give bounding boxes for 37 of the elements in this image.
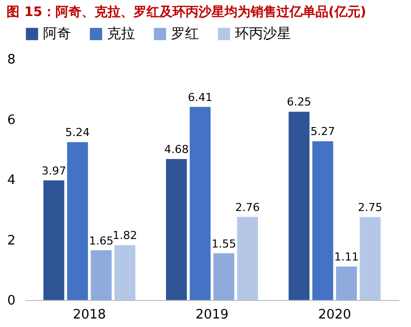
- data-label: 4.68: [164, 143, 189, 156]
- legend-label: 克拉: [107, 26, 135, 42]
- bar: [336, 266, 357, 300]
- y-tick-label: 8: [7, 52, 16, 68]
- bar: [288, 112, 310, 300]
- data-label: 5.27: [310, 125, 336, 138]
- data-label: 3.97: [42, 164, 66, 178]
- y-tick-label: 0: [7, 294, 16, 308]
- data-label: 5.24: [65, 126, 90, 140]
- data-label: 1.55: [212, 237, 236, 250]
- data-label: 2.75: [358, 201, 382, 214]
- bar: [312, 141, 334, 300]
- chart-title: 图 15：阿奇、克拉、罗红及环丙沙星均为销售过亿单品(亿元): [6, 4, 366, 20]
- data-label: 6.25: [286, 96, 312, 109]
- legend-label: 阿奇: [43, 26, 71, 42]
- legend-label: 罗红: [171, 26, 199, 42]
- y-tick-label: 4: [7, 173, 16, 188]
- y-tick-label: 2: [7, 233, 16, 248]
- bar: [114, 245, 136, 300]
- legend-label: 环丙沙星: [235, 26, 291, 42]
- bar: [90, 250, 112, 300]
- y-tick-label: 6: [7, 112, 16, 128]
- bar: [166, 159, 187, 300]
- bar: [213, 253, 234, 300]
- bar: [360, 217, 381, 300]
- data-label: 1.82: [112, 229, 138, 242]
- x-tick-label: 2018: [72, 308, 106, 322]
- data-label: 2.76: [235, 200, 260, 214]
- bar: [237, 216, 258, 300]
- data-label: 6.41: [188, 90, 212, 104]
- bar: [190, 106, 211, 300]
- bar: [43, 180, 64, 300]
- x-tick-label: 2019: [195, 308, 229, 322]
- bar: [67, 142, 88, 300]
- data-label: 1.65: [88, 234, 114, 248]
- x-tick-label: 2020: [318, 308, 352, 322]
- data-label: 1.11: [334, 250, 359, 264]
